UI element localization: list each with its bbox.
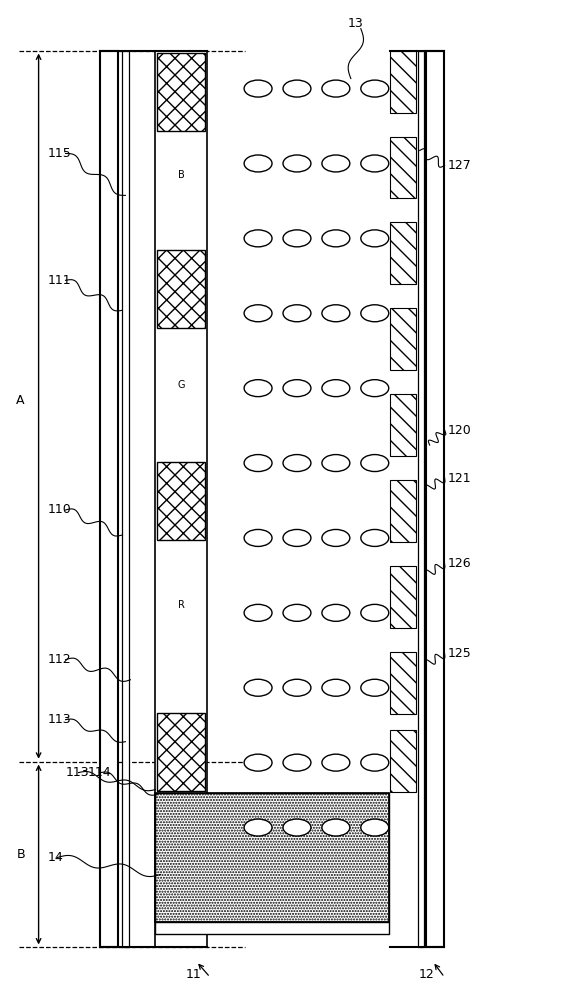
Ellipse shape bbox=[322, 155, 350, 172]
Ellipse shape bbox=[244, 529, 272, 546]
Text: B: B bbox=[17, 848, 25, 861]
Bar bbox=[390, 730, 416, 792]
Text: R: R bbox=[178, 600, 185, 610]
Bar bbox=[122, 51, 129, 947]
Ellipse shape bbox=[361, 754, 389, 771]
Ellipse shape bbox=[322, 604, 350, 621]
Bar bbox=[390, 51, 444, 947]
Ellipse shape bbox=[283, 230, 311, 247]
Text: 113: 113 bbox=[48, 713, 71, 726]
Bar bbox=[390, 652, 416, 714]
Bar bbox=[155, 51, 207, 947]
Bar bbox=[390, 308, 416, 370]
Bar bbox=[157, 53, 205, 131]
Bar bbox=[390, 480, 416, 542]
Bar bbox=[157, 462, 205, 540]
Text: 113: 113 bbox=[65, 766, 89, 779]
Bar bbox=[426, 51, 444, 947]
Ellipse shape bbox=[361, 155, 389, 172]
Ellipse shape bbox=[283, 604, 311, 621]
Ellipse shape bbox=[283, 455, 311, 472]
Bar bbox=[157, 713, 205, 791]
Text: 111: 111 bbox=[48, 274, 71, 287]
Text: 114: 114 bbox=[88, 766, 111, 779]
Bar bbox=[390, 222, 416, 284]
Bar bbox=[390, 137, 416, 198]
Text: 12: 12 bbox=[419, 968, 435, 981]
Bar bbox=[390, 51, 416, 113]
Ellipse shape bbox=[361, 604, 389, 621]
Text: 13: 13 bbox=[348, 17, 364, 30]
Bar bbox=[155, 922, 389, 934]
Ellipse shape bbox=[322, 529, 350, 546]
Ellipse shape bbox=[322, 380, 350, 397]
Text: 121: 121 bbox=[448, 472, 471, 485]
Text: 14: 14 bbox=[48, 851, 63, 864]
Bar bbox=[157, 250, 205, 328]
Bar bbox=[390, 566, 416, 628]
Ellipse shape bbox=[322, 819, 350, 836]
Ellipse shape bbox=[361, 529, 389, 546]
Bar bbox=[101, 51, 118, 947]
Text: 110: 110 bbox=[48, 503, 71, 516]
Ellipse shape bbox=[361, 455, 389, 472]
Ellipse shape bbox=[283, 819, 311, 836]
Ellipse shape bbox=[283, 305, 311, 322]
Text: 120: 120 bbox=[448, 424, 471, 437]
Ellipse shape bbox=[283, 679, 311, 696]
Ellipse shape bbox=[244, 380, 272, 397]
Ellipse shape bbox=[283, 380, 311, 397]
Bar bbox=[155, 793, 389, 922]
Bar bbox=[418, 51, 424, 947]
Ellipse shape bbox=[244, 155, 272, 172]
Ellipse shape bbox=[322, 230, 350, 247]
Ellipse shape bbox=[361, 305, 389, 322]
Ellipse shape bbox=[322, 679, 350, 696]
Ellipse shape bbox=[244, 604, 272, 621]
Ellipse shape bbox=[361, 679, 389, 696]
Ellipse shape bbox=[244, 305, 272, 322]
Bar bbox=[390, 394, 416, 456]
Ellipse shape bbox=[322, 305, 350, 322]
Ellipse shape bbox=[322, 754, 350, 771]
Bar bbox=[155, 793, 389, 922]
Ellipse shape bbox=[361, 819, 389, 836]
Ellipse shape bbox=[283, 754, 311, 771]
Ellipse shape bbox=[322, 455, 350, 472]
Ellipse shape bbox=[244, 230, 272, 247]
Text: 115: 115 bbox=[48, 147, 71, 160]
Text: 126: 126 bbox=[448, 557, 471, 570]
Text: B: B bbox=[178, 170, 184, 180]
Ellipse shape bbox=[283, 529, 311, 546]
Ellipse shape bbox=[283, 80, 311, 97]
Text: 127: 127 bbox=[448, 159, 471, 172]
Ellipse shape bbox=[244, 679, 272, 696]
Ellipse shape bbox=[244, 80, 272, 97]
Ellipse shape bbox=[361, 230, 389, 247]
Text: 112: 112 bbox=[48, 653, 71, 666]
Text: A: A bbox=[17, 394, 25, 407]
Text: 125: 125 bbox=[448, 647, 471, 660]
Ellipse shape bbox=[322, 80, 350, 97]
Ellipse shape bbox=[244, 455, 272, 472]
Ellipse shape bbox=[361, 80, 389, 97]
Ellipse shape bbox=[361, 380, 389, 397]
Ellipse shape bbox=[244, 754, 272, 771]
Ellipse shape bbox=[283, 155, 311, 172]
Text: G: G bbox=[178, 380, 185, 390]
Text: 11: 11 bbox=[185, 968, 201, 981]
Ellipse shape bbox=[244, 819, 272, 836]
